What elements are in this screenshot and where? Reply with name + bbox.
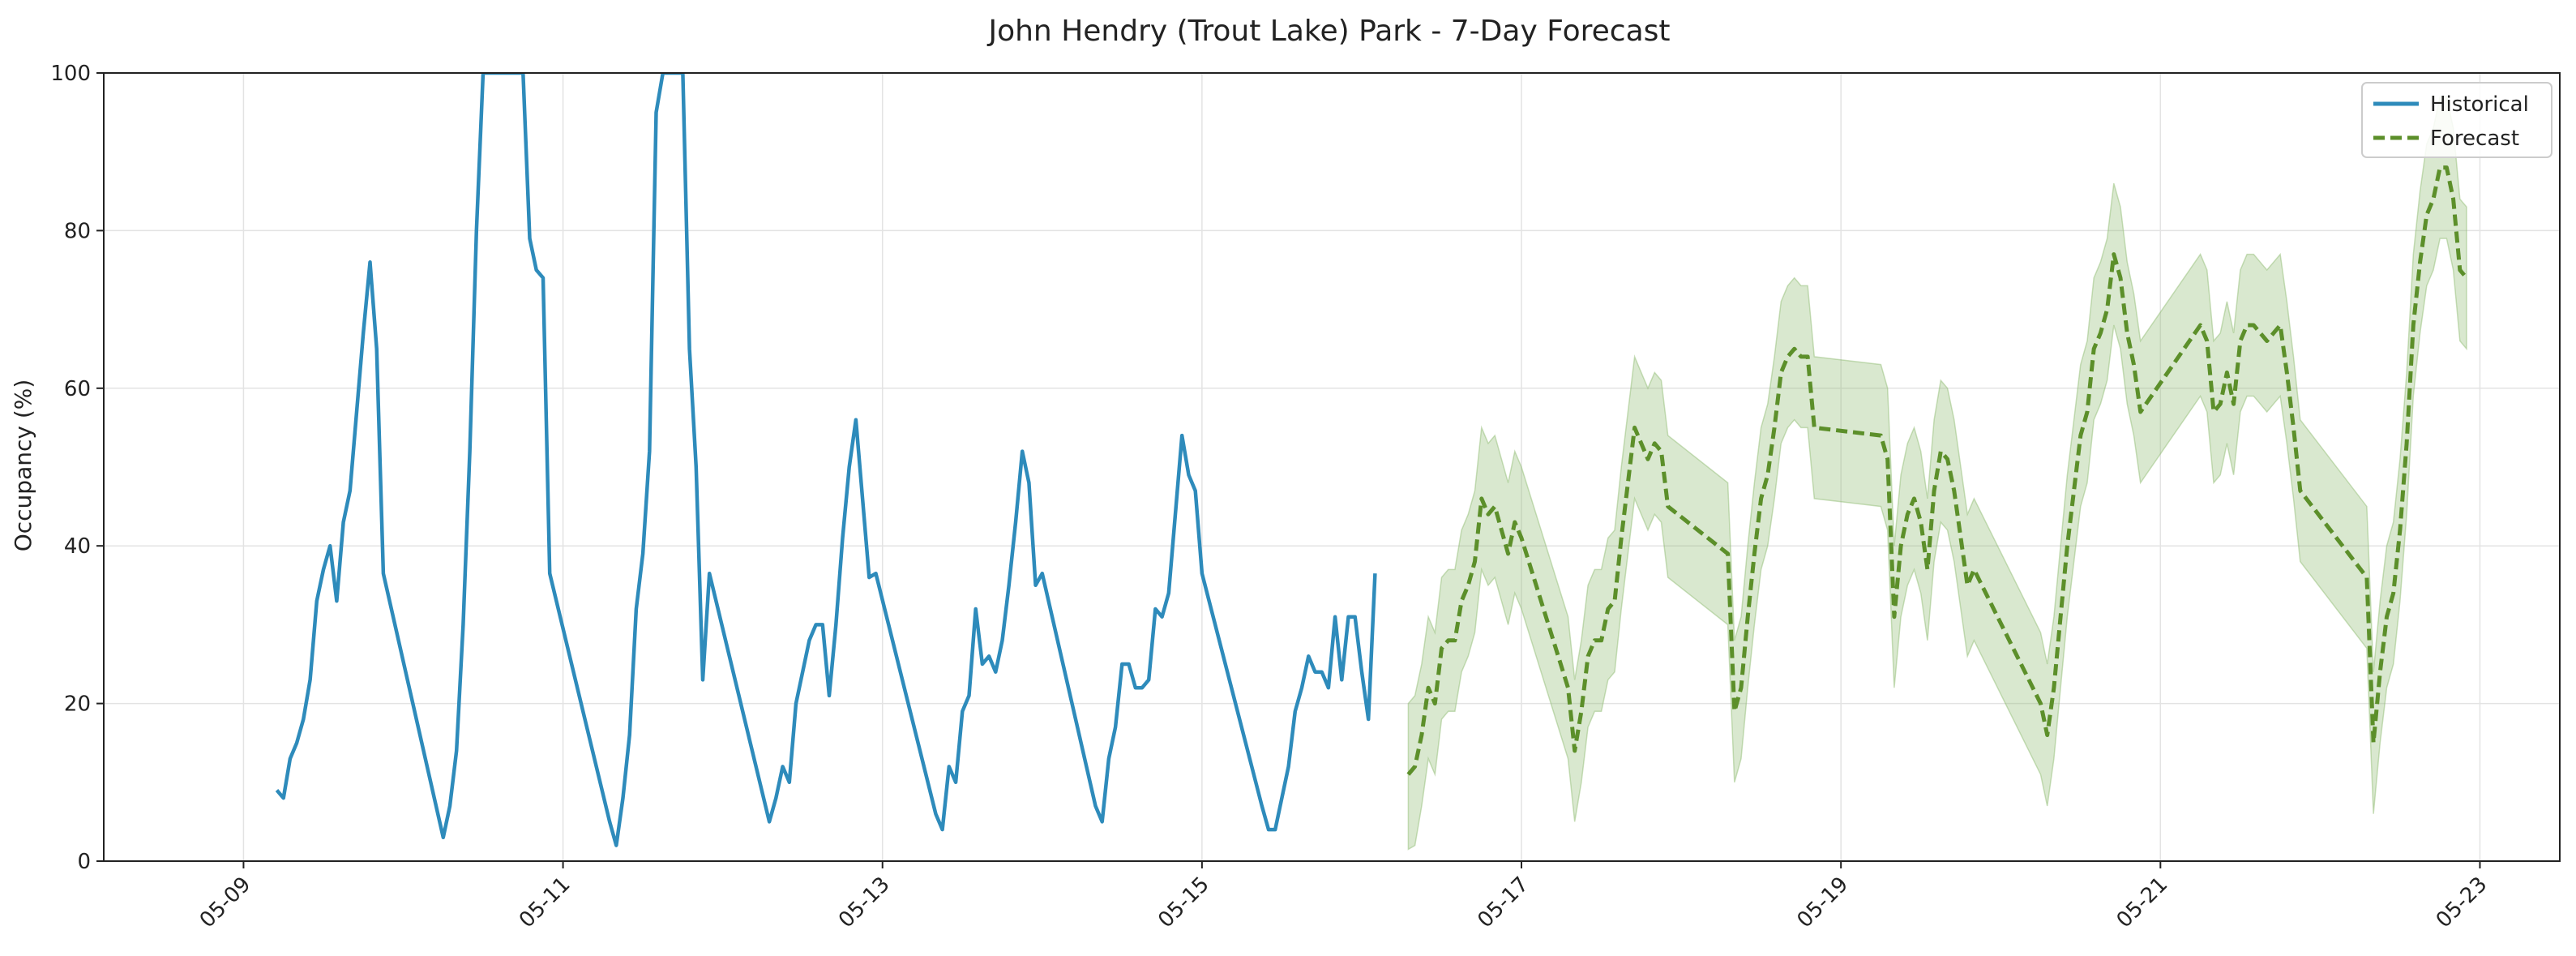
legend-forecast-label: Forecast <box>2430 126 2519 151</box>
plot-frame <box>103 72 2561 862</box>
x-tick-label: 05-11 <box>515 872 576 933</box>
chart-title: John Hendry (Trout Lake) Park - 7-Day Fo… <box>986 15 1670 48</box>
x-tick-label: 05-15 <box>1153 872 1214 933</box>
y-tick-label: 80 <box>64 219 91 243</box>
x-axis: 05-09 05-11 05-13 05-15 05-17 05-19 05-21 05-23 <box>195 861 2493 933</box>
historical-series-line <box>275 73 1377 847</box>
y-axis: 0 20 40 60 80 100 <box>50 62 104 874</box>
x-tick-label: 05-19 <box>1792 872 1853 933</box>
x-tick-label: 05-13 <box>834 872 895 933</box>
x-tick-label: 05-17 <box>1473 872 1534 933</box>
y-tick-label: 0 <box>77 850 91 874</box>
x-tick-label: 05-23 <box>2432 872 2493 933</box>
x-tick-label: 05-21 <box>2112 872 2173 933</box>
grid <box>104 72 2560 862</box>
y-tick-label: 100 <box>50 62 91 86</box>
x-tick-label: 05-09 <box>195 872 256 933</box>
y-tick-label: 20 <box>64 692 91 717</box>
y-axis-title: Occupancy (%) <box>10 379 36 552</box>
legend-historical-label: Historical <box>2430 92 2529 117</box>
series-lines <box>275 73 2468 847</box>
y-tick-label: 40 <box>64 534 91 559</box>
legend: Historical Forecast <box>2361 82 2552 158</box>
forecast-series-line <box>1406 165 2468 776</box>
y-tick-label: 60 <box>64 377 91 401</box>
